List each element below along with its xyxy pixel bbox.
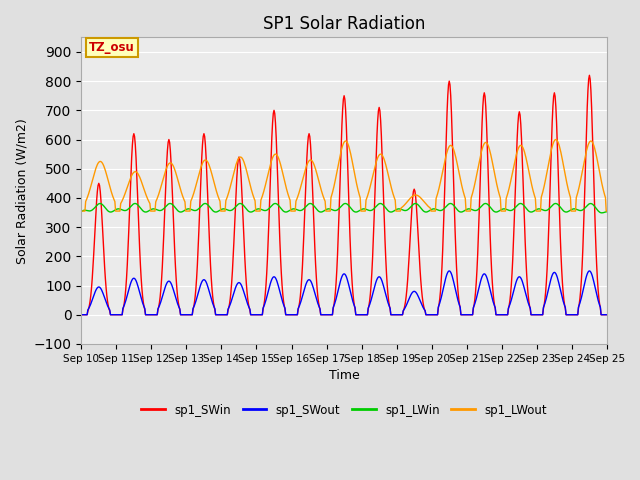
sp1_SWout [336, 281, 344, 287]
sp1_SWin [77, 312, 85, 318]
Line: sp1_SWin: sp1_SWin [81, 75, 607, 315]
sp1_SWin [216, 312, 223, 318]
Line: sp1_LWin: sp1_LWin [81, 204, 607, 213]
sp1_SWin [387, 312, 395, 318]
sp1_LWin [603, 209, 611, 215]
X-axis label: Time: Time [329, 369, 360, 382]
sp1_SWout [556, 283, 563, 289]
Line: sp1_SWout: sp1_SWout [81, 271, 607, 315]
sp1_SWin [586, 72, 593, 78]
sp1_SWout [445, 268, 453, 274]
Legend: sp1_SWin, sp1_SWout, sp1_LWin, sp1_LWout: sp1_SWin, sp1_SWout, sp1_LWin, sp1_LWout [136, 399, 552, 421]
Line: sp1_LWout: sp1_LWout [81, 140, 607, 211]
sp1_LWin [598, 210, 605, 216]
sp1_SWout [603, 312, 611, 318]
sp1_LWin [193, 207, 201, 213]
sp1_SWout [439, 288, 447, 294]
Y-axis label: Solar Radiation (W/m2): Solar Radiation (W/m2) [15, 118, 28, 264]
sp1_LWin [556, 203, 563, 209]
sp1_LWin [166, 201, 174, 206]
sp1_SWout [387, 312, 395, 318]
sp1_SWout [216, 312, 223, 318]
sp1_LWin [388, 209, 396, 215]
sp1_SWin [336, 189, 344, 194]
sp1_LWout [77, 208, 85, 214]
sp1_LWout [603, 208, 611, 214]
sp1_LWout [387, 183, 395, 189]
sp1_SWin [555, 187, 563, 192]
sp1_LWout [216, 197, 223, 203]
sp1_SWin [439, 248, 447, 253]
sp1_LWin [440, 206, 447, 212]
sp1_LWout [552, 137, 559, 143]
sp1_SWin [193, 275, 200, 281]
sp1_LWin [77, 209, 85, 215]
sp1_LWin [216, 207, 224, 213]
sp1_LWout [439, 168, 447, 174]
sp1_SWout [193, 296, 200, 301]
sp1_LWout [193, 180, 200, 186]
Title: SP1 Solar Radiation: SP1 Solar Radiation [263, 15, 426, 33]
sp1_LWin [337, 204, 344, 210]
Text: TZ_osu: TZ_osu [89, 41, 135, 54]
sp1_LWout [336, 155, 344, 160]
sp1_SWout [77, 312, 85, 318]
sp1_LWout [556, 144, 563, 149]
sp1_SWin [603, 312, 611, 318]
